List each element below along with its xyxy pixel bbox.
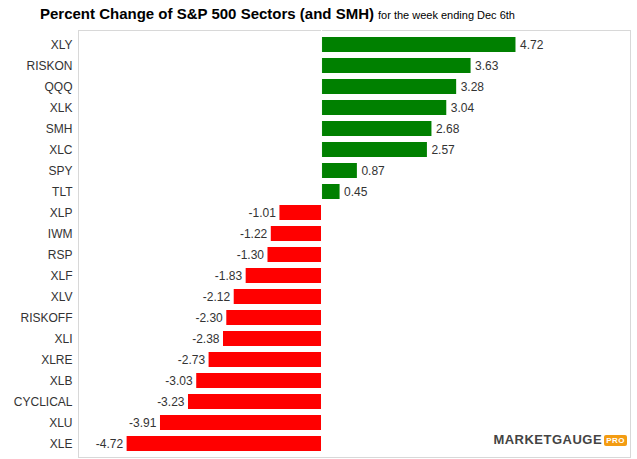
html-text:Percent Change of S&P 500 Sect: Percent Change of S&P 500 Sectors (and S…	[40, 5, 515, 22]
svg-text:-4.72: -4.72	[96, 437, 124, 451]
svg-text:-1.01: -1.01	[249, 206, 277, 220]
svg-text:-1.22: -1.22	[240, 227, 268, 241]
svg-text:XLRE: XLRE	[41, 353, 72, 367]
svg-text:-3.91: -3.91	[129, 416, 157, 430]
svg-text:0.45: 0.45	[344, 185, 368, 199]
svg-text:XLC: XLC	[49, 143, 73, 157]
svg-text:0.87: 0.87	[361, 164, 385, 178]
svg-text:-2.30: -2.30	[195, 311, 223, 325]
svg-text:XLF: XLF	[50, 269, 72, 283]
svg-text:XLY: XLY	[51, 38, 73, 52]
svg-text:XLI: XLI	[54, 332, 72, 346]
svg-text:4.72: 4.72	[520, 38, 544, 52]
svg-text:XLB: XLB	[50, 374, 73, 388]
svg-text:3.04: 3.04	[451, 101, 475, 115]
svg-text:QQQ: QQQ	[44, 80, 72, 94]
svg-text:IWM: IWM	[48, 227, 73, 241]
svg-text:-3.03: -3.03	[165, 374, 193, 388]
html-text:MARKETGAUGE PRO: MARKETGAUGE PRO	[493, 432, 625, 447]
svg-text:SMH: SMH	[46, 122, 73, 136]
svg-text:2.57: 2.57	[431, 143, 455, 157]
svg-text:-2.12: -2.12	[203, 290, 231, 304]
svg-text:-1.83: -1.83	[215, 269, 243, 283]
svg-text:3.63: 3.63	[475, 59, 499, 73]
svg-text:XLE: XLE	[50, 437, 73, 451]
svg-text:RISKON: RISKON	[26, 59, 72, 73]
svg-text:-2.73: -2.73	[178, 353, 206, 367]
svg-text:XLK: XLK	[50, 101, 73, 115]
svg-text:RISKOFF: RISKOFF	[20, 311, 72, 325]
svg-text:3.28: 3.28	[461, 80, 485, 94]
svg-text:XLP: XLP	[50, 206, 73, 220]
svg-text:-2.38: -2.38	[192, 332, 220, 346]
svg-text:RSP: RSP	[48, 248, 73, 262]
svg-text:2.68: 2.68	[436, 122, 460, 136]
svg-text:-3.23: -3.23	[157, 395, 185, 409]
svg-text:TLT: TLT	[52, 185, 73, 199]
svg-text:XLU: XLU	[49, 416, 72, 430]
svg-text:XLV: XLV	[51, 290, 73, 304]
svg-text:CYCLICAL: CYCLICAL	[14, 395, 73, 409]
svg-text:-1.30: -1.30	[237, 248, 265, 262]
svg-text:SPY: SPY	[48, 164, 72, 178]
